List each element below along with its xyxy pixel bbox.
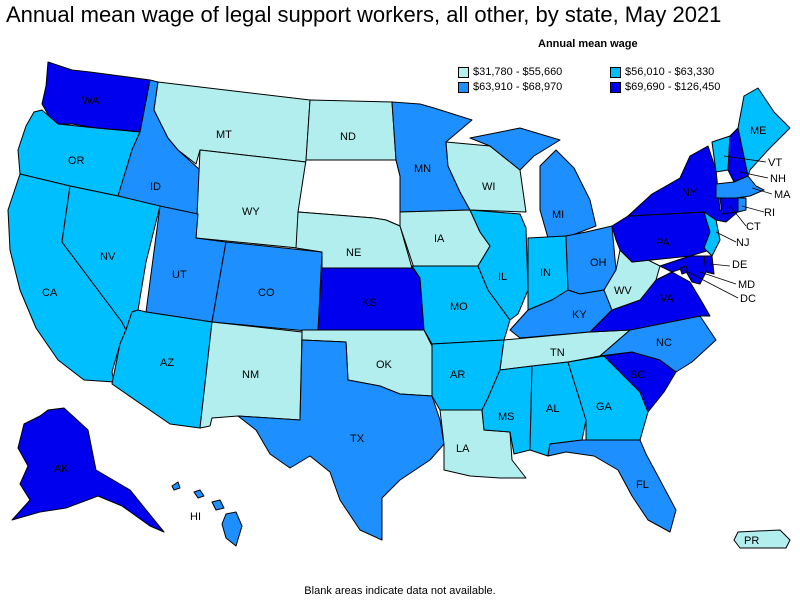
leader-line-ri xyxy=(741,205,765,213)
label-ct: CT xyxy=(746,221,761,233)
label-wa: WA xyxy=(82,95,100,107)
label-la: LA xyxy=(456,443,470,455)
label-nm: NM xyxy=(242,369,259,381)
legend-item-1: $31,780 - $55,660 xyxy=(458,66,562,78)
label-pr: PR xyxy=(744,535,759,547)
label-de: DE xyxy=(732,259,747,271)
label-ma: MA xyxy=(774,189,791,201)
state-pr[interactable] xyxy=(733,529,791,549)
leader-line-nh xyxy=(739,171,769,179)
state-hi[interactable] xyxy=(171,481,243,547)
label-nh: NH xyxy=(770,173,786,185)
state-ct[interactable] xyxy=(719,197,739,215)
leader-line-nj xyxy=(715,231,737,243)
leader-line-de xyxy=(709,263,731,267)
legend-item-4: $69,690 - $126,450 xyxy=(610,81,720,93)
label-md: MD xyxy=(738,279,755,291)
legend-item-3: $63,910 - $68,970 xyxy=(458,81,562,93)
label-nj: NJ xyxy=(736,237,749,249)
label-ks: KS xyxy=(362,297,377,309)
state-ak[interactable] xyxy=(11,407,165,533)
label-or: OR xyxy=(68,155,85,167)
label-nv: NV xyxy=(100,251,116,263)
label-ny: NY xyxy=(682,187,698,199)
legend-swatch-2 xyxy=(610,66,621,78)
label-al: AL xyxy=(546,403,559,415)
label-co: CO xyxy=(258,287,275,299)
map-title: Annual mean wage of legal support worker… xyxy=(6,2,722,27)
label-ky: KY xyxy=(572,309,587,321)
legend-swatch-3 xyxy=(458,81,469,93)
label-ut: UT xyxy=(172,269,187,281)
label-ri: RI xyxy=(764,207,775,219)
label-mt: MT xyxy=(216,129,232,141)
state-labels: WA OR CA ID NV MT WY UT AZ CO NM ND NE K… xyxy=(42,95,791,547)
label-nc: NC xyxy=(656,337,672,349)
legend-item-2: $56,010 - $63,330 xyxy=(610,66,714,78)
label-in: IN xyxy=(540,267,551,279)
footnote: Blank areas indicate data not available. xyxy=(304,585,496,597)
label-vt: VT xyxy=(768,157,782,169)
label-ak: AK xyxy=(54,463,69,475)
leader-line-ct xyxy=(729,205,747,227)
label-id: ID xyxy=(150,181,161,193)
state-az[interactable] xyxy=(111,309,213,429)
label-ms: MS xyxy=(498,411,515,423)
state-fl[interactable] xyxy=(547,439,677,533)
legend-title: Annual mean wage xyxy=(538,38,638,50)
label-ga: GA xyxy=(596,401,613,413)
leader-line-md xyxy=(699,271,737,285)
label-me: ME xyxy=(750,125,767,137)
label-dc: DC xyxy=(740,293,756,305)
state-wy[interactable] xyxy=(195,149,307,249)
leader-line-dc xyxy=(683,269,739,299)
label-hi: HI xyxy=(190,511,201,523)
label-sc: SC xyxy=(630,369,645,381)
label-il: IL xyxy=(498,271,507,283)
label-wv: WV xyxy=(614,285,632,297)
label-ne: NE xyxy=(346,247,361,259)
label-wi: WI xyxy=(482,181,495,193)
legend-label-1: $31,780 - $55,660 xyxy=(473,66,563,78)
label-az: AZ xyxy=(160,357,174,369)
legend-label-4: $69,690 - $126,450 xyxy=(625,81,721,93)
label-mo: MO xyxy=(450,301,468,313)
leader-line-vt xyxy=(723,155,767,163)
state-tx[interactable] xyxy=(237,339,445,541)
leader-line-ma xyxy=(751,187,773,195)
state-ma[interactable] xyxy=(715,175,765,199)
label-wy: WY xyxy=(242,206,260,218)
label-ca: CA xyxy=(42,287,58,299)
state-mi[interactable] xyxy=(469,127,597,239)
legend-swatch-4 xyxy=(610,81,621,93)
legend-swatch-1 xyxy=(458,66,469,78)
label-oh: OH xyxy=(590,257,607,269)
state-il[interactable] xyxy=(469,209,529,321)
label-mn: MN xyxy=(414,163,431,175)
label-ar: AR xyxy=(450,369,465,381)
label-pa: PA xyxy=(656,237,671,249)
legend-label-3: $63,910 - $68,970 xyxy=(473,81,563,93)
label-ok: OK xyxy=(376,359,393,371)
label-tx: TX xyxy=(350,433,365,445)
state-nd[interactable] xyxy=(305,99,397,161)
state-md[interactable] xyxy=(659,255,707,285)
label-ia: IA xyxy=(434,233,445,245)
label-va: VA xyxy=(660,293,675,305)
label-nd: ND xyxy=(340,131,356,143)
legend-label-2: $56,010 - $63,330 xyxy=(625,66,715,78)
label-tn: TN xyxy=(550,347,565,359)
label-fl: FL xyxy=(636,479,649,491)
label-mi: MI xyxy=(552,209,564,221)
state-wv[interactable] xyxy=(603,249,661,311)
state-ri[interactable] xyxy=(737,197,747,213)
